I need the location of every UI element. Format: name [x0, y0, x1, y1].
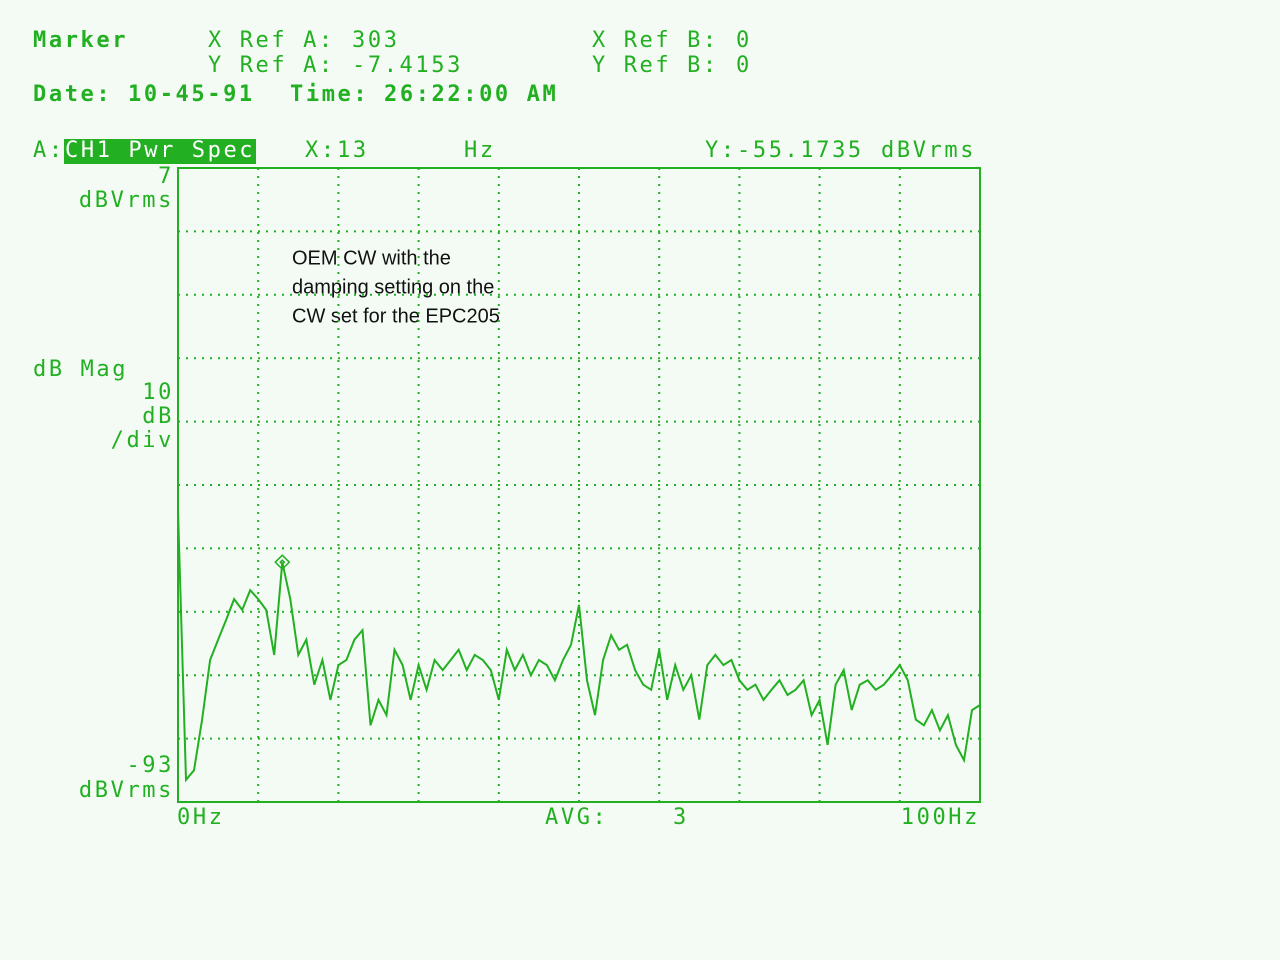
annotation: CW set for the EPC205 — [292, 305, 500, 327]
unit: dBVrms — [79, 778, 174, 803]
value: 0 — [736, 53, 752, 78]
label: Y: — [705, 138, 737, 163]
value: -55.1735 — [737, 138, 864, 163]
unit: dBVrms — [881, 138, 976, 163]
x-tick-label: 100Hz — [901, 805, 980, 830]
title: Marker — [33, 28, 128, 53]
date: 10-45-91 — [128, 82, 255, 107]
label: A: — [33, 138, 65, 163]
label: Y Ref A: — [208, 53, 335, 78]
y-axis-label: dB Mag — [33, 357, 128, 382]
unit: /div — [111, 428, 174, 453]
value: 13 — [337, 138, 369, 163]
trace — [177, 510, 981, 783]
value: 3 — [673, 805, 689, 830]
label: AVG: — [545, 805, 608, 830]
label: Date: — [33, 82, 112, 107]
y-tick-label: 7 — [158, 164, 174, 189]
marker — [274, 554, 291, 571]
plot-frame — [177, 167, 981, 803]
y-tick-label: -93 — [126, 753, 174, 778]
label: X Ref B: — [592, 28, 719, 53]
label: Time: — [290, 82, 369, 107]
highlight — [64, 139, 256, 164]
unit: Hz — [464, 138, 496, 163]
value: -7.4153 — [352, 53, 463, 78]
x-tick-label: 0Hz — [177, 805, 225, 830]
scale: 10 — [142, 380, 174, 405]
annotation: damping setting on the — [292, 276, 494, 298]
label: X: — [305, 138, 337, 163]
label: Y Ref B: — [592, 53, 719, 78]
label: X Ref A: — [208, 28, 335, 53]
unit: dB — [142, 404, 174, 429]
time: 26:22:00 AM — [384, 82, 558, 107]
value: 303 — [352, 28, 400, 53]
annotation: OEM CW with the — [292, 247, 451, 269]
unit: dBVrms — [79, 188, 174, 213]
trace-name: CH1 Pwr Spec — [65, 138, 255, 163]
value: 0 — [736, 28, 752, 53]
